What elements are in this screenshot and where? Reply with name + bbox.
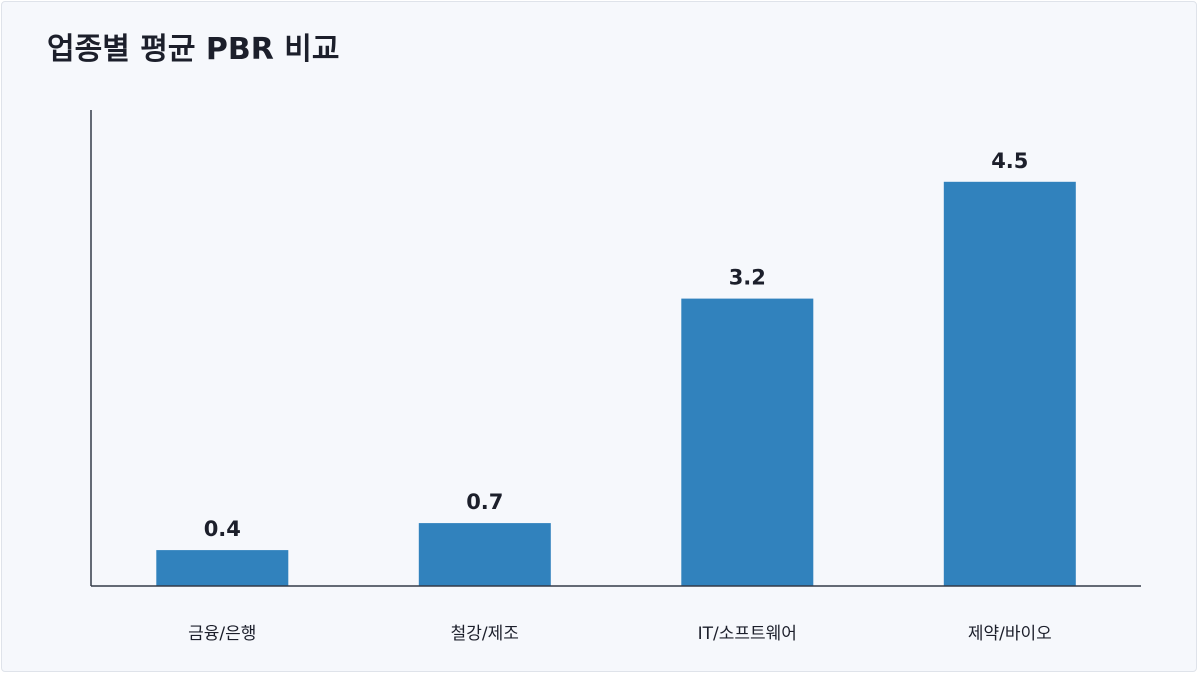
category-label-3: 제약/바이오: [968, 624, 1052, 644]
bar-0: [156, 550, 289, 586]
category-label-0: 금융/은행: [188, 624, 256, 644]
category-label-1: 철강/제조: [451, 624, 519, 644]
value-label-1: 0.7: [466, 490, 503, 514]
bar-1: [418, 523, 551, 586]
category-labels-group: 금융/은행 철강/제조 IT/소프트웨어 제약/바이오: [188, 624, 1052, 644]
value-label-3: 4.5: [991, 149, 1028, 173]
value-label-0: 0.4: [204, 517, 241, 541]
chart-title: 업종별 평균 PBR 비교: [47, 32, 340, 67]
bars-group: [156, 181, 1076, 587]
value-label-2: 3.2: [729, 266, 766, 290]
category-label-2: IT/소프트웨어: [698, 624, 797, 644]
bar-3: [943, 181, 1076, 587]
value-labels-group: 0.4 0.7 3.2 4.5: [204, 149, 1029, 541]
bar-2: [681, 298, 814, 586]
